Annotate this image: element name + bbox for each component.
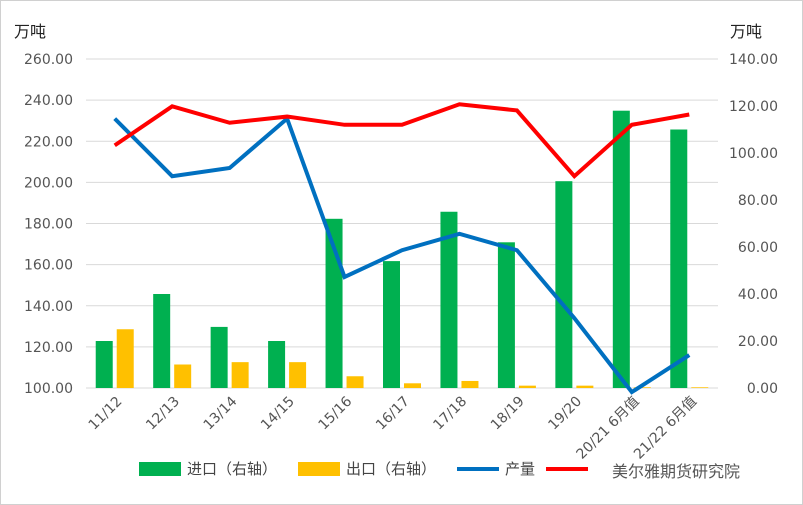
bar-import [383,261,400,388]
bar-export [174,364,192,388]
right-tick-label: 100.00 [729,146,778,162]
right-tick-label: 140.00 [729,52,778,68]
bar-import [440,211,458,388]
lines [113,102,691,395]
right-axis-ticks: 0.00 20.00 40.00 60.00 80.00 100.00 120.00 140.… [729,52,778,397]
left-tick-label: 200.00 [24,175,73,191]
legend: 进口（右轴） 出口（右轴） 产量 [139,460,588,478]
bar-export [346,376,364,388]
bar-export [289,362,307,388]
x-tick-label: 18/19 [488,394,528,434]
right-tick-label: 60.00 [738,240,778,256]
x-tick-label: 17/18 [430,394,470,434]
bar-export [576,385,594,388]
bar-export [691,387,709,388]
legend-swatch [298,462,340,476]
bar-export [231,362,249,388]
bar-import [497,242,515,388]
bar-import [210,326,228,388]
x-tick-label: 11/12 [86,394,126,434]
x-tick-label: 13/14 [201,393,241,433]
bar-import [612,110,630,388]
bar-import [670,129,688,388]
bar-import [95,341,113,388]
bar-export [461,380,479,388]
left-tick-label: 220.00 [24,134,73,150]
right-tick-label: 0.00 [747,381,778,397]
left-tick-label: 100.00 [24,381,73,397]
right-tick-label: 40.00 [738,287,778,303]
bar-import [268,341,286,388]
x-tick-label: 15/16 [316,393,356,433]
bar-import [555,181,573,388]
x-tick-label: 14/15 [258,394,298,434]
gridlines [86,58,718,389]
bar-export [404,383,421,388]
left-tick-label: 260.00 [24,52,73,68]
x-axis-ticks: 11/12 12/13 13/14 14/15 15/16 16/17 17/18 18/19… [86,393,700,462]
line-production [113,115,691,395]
x-tick-label: 16/17 [373,394,413,434]
left-tick-label: 120.00 [24,340,73,356]
right-tick-label: 20.00 [738,334,778,350]
right-tick-label: 120.00 [729,99,778,115]
bar-export [116,329,134,388]
x-tick-label: 12/13 [143,394,183,434]
left-tick-label: 240.00 [24,93,73,109]
watermark: 美尔雅期货研究院 [612,462,740,481]
left-tick-label: 140.00 [24,299,73,315]
left-tick-label: 160.00 [24,258,73,274]
left-tick-label: 180.00 [24,217,73,233]
left-axis-unit: 万吨 [14,22,47,41]
bar-import [153,294,171,388]
right-tick-label: 80.00 [738,193,778,209]
bar-export [518,385,536,388]
line-consumption [113,102,690,180]
bars [95,110,709,388]
left-axis-ticks: 100.00 120.00 140.00 160.00 180.00 200.00 220.… [24,52,73,397]
x-tick-label: 19/20 [545,394,585,434]
legend-label: 进口（右轴） [187,460,277,478]
right-axis-unit: 万吨 [730,22,763,41]
legend-label: 出口（右轴） [346,460,436,478]
legend-label: 产量 [505,460,535,478]
legend-swatch [139,462,181,476]
